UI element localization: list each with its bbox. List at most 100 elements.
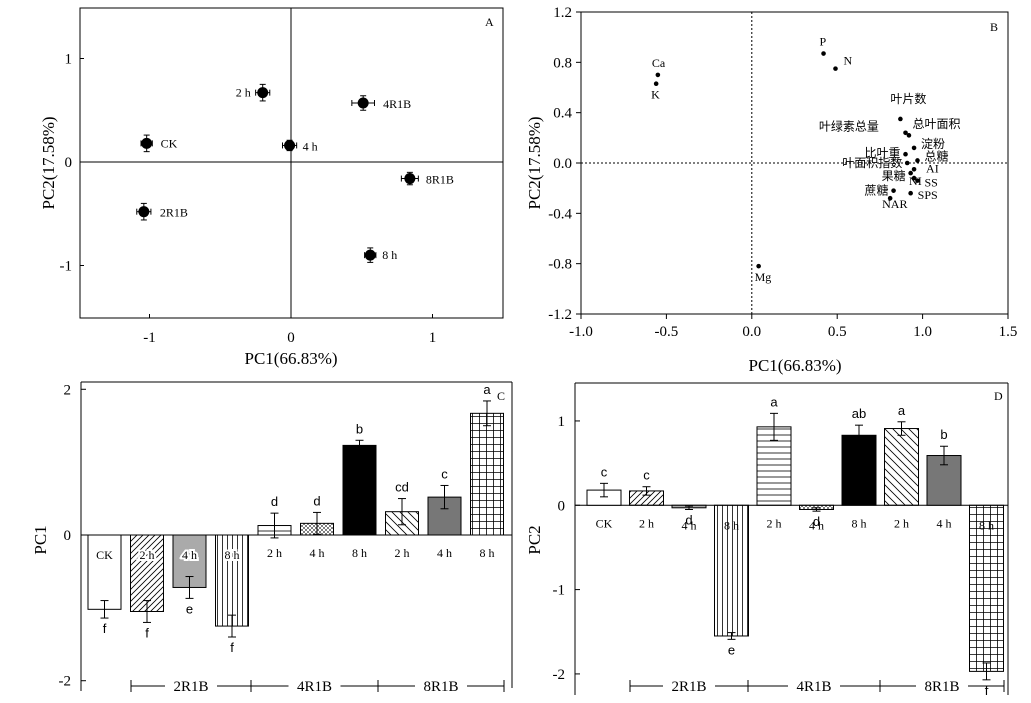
panel-a-point <box>138 206 150 218</box>
panel-b-y-tick-label: -0.4 <box>548 206 572 222</box>
panel-c-category-label: 2 h <box>267 546 282 560</box>
panel-c-category-label: 4 h <box>182 548 197 562</box>
panel-b: -1.0 -0.5 0.0 0.5 1.0 1.5 1.2 0.8 0.4 0.0 -0.4 -0.8… <box>525 5 1017 375</box>
panel-c-group-label-bg <box>415 676 467 696</box>
panel-a-point-label: 2R1B <box>160 206 188 220</box>
panel-a-x-label: PC1(66.83%) <box>244 349 337 368</box>
panel-a-point <box>141 137 153 149</box>
panel-c-category-label: 2 h <box>395 546 410 560</box>
panel-b-x-tick-label: -0.5 <box>655 324 679 340</box>
panel-b-point <box>756 263 761 269</box>
panel-d-group-label: 2R1B <box>671 679 706 695</box>
panel-b-x-tick-label: 0.0 <box>742 324 761 340</box>
panel-b-point <box>655 72 661 78</box>
panel-b-y-tick-label: 0.0 <box>553 156 572 172</box>
panel-c-letter: b <box>356 421 363 436</box>
panel-b-x-label: PC1(66.83%) <box>748 356 841 375</box>
panel-b-point <box>908 190 913 196</box>
panel-c-letter: e <box>186 601 193 616</box>
panel-c-bar <box>470 412 504 536</box>
panel-b-point-label: 果糖 <box>882 168 906 183</box>
panel-d-category-label: 2 h <box>639 516 654 530</box>
panel-c-category-label: 2 h <box>140 548 155 562</box>
panel-d-category-label: 2 h <box>894 516 909 530</box>
panel-a: -1 0 1 1 0 -1 PC1(66.83%) PC2(17.58%) A CK 2 h 4 h 4… <box>39 7 504 368</box>
panel-c-group-label: 2R1B <box>173 679 208 695</box>
panel-b-y-tick-label: -0.8 <box>548 257 572 273</box>
panel-c-group-label: 4R1B <box>297 679 332 695</box>
panel-d-letter: e <box>728 642 735 657</box>
panel-d-tag: D <box>994 389 1003 403</box>
panel-c-group-label-bg <box>165 676 217 696</box>
panel-a-y-tick-label: 1 <box>65 52 73 68</box>
panel-b-y-tick-label: 0.8 <box>553 55 572 71</box>
panel-d-group-label: 4R1B <box>796 679 831 695</box>
panel-b-x-tick-label: -1.0 <box>569 324 593 340</box>
panel-a-point-label: 4 h <box>303 139 318 153</box>
panel-a-point <box>404 173 416 185</box>
panel-a-x-tick-label: -1 <box>143 330 156 346</box>
panel-b-point-label: P <box>820 35 827 49</box>
panel-b-point <box>911 166 917 172</box>
panel-d-group-label-bg <box>663 676 715 696</box>
panel-a-point-label: CK <box>161 136 178 150</box>
panel-c-bar <box>130 534 164 612</box>
panel-c-category-label: 8 h <box>480 546 495 560</box>
panel-a-x-tick-label: 1 <box>429 330 437 346</box>
panel-d-bar <box>884 428 919 506</box>
panel-c-letter: cd <box>395 480 409 495</box>
panel-d-category-label: 4 h <box>937 516 952 530</box>
panel-a-point-label: 4R1B <box>383 97 411 111</box>
panel-b-point-label: AI <box>926 161 939 175</box>
panel-b-point <box>891 188 896 193</box>
panel-c-letter: d <box>313 493 320 508</box>
panel-c-y-tick-label: 2 <box>64 382 72 398</box>
panel-d-letter: c <box>643 468 650 483</box>
panel-d-bar <box>841 434 877 506</box>
panel-b-y-label: PC2(17.58%) <box>525 116 544 209</box>
panel-c-group-label: 8R1B <box>423 679 458 695</box>
panel-b-point <box>821 51 826 56</box>
panel-c-category-label: 8 h <box>225 548 240 562</box>
panel-a-y-tick-label: -1 <box>60 259 73 275</box>
panel-d-y-tick-label: 0 <box>558 498 566 514</box>
panel-c-y-tick-label: 0 <box>64 528 72 544</box>
panel-a-y-label: PC2(17.58%) <box>39 116 58 209</box>
panel-b-point-label: Ca <box>652 56 666 70</box>
panel-b-point <box>915 178 920 183</box>
panel-d-category-label: 8 h <box>724 518 739 532</box>
panel-b-point <box>906 133 912 138</box>
panel-c-letter: f <box>145 625 149 640</box>
panel-b-point-label: NAR <box>882 197 907 211</box>
panel-d-letter: b <box>940 427 947 442</box>
panel-d-category-label: CK <box>596 516 613 530</box>
panel-b-y-tick-label: 0.4 <box>553 106 572 122</box>
panel-b-point-label: SPS <box>918 188 938 202</box>
panel-a-point <box>284 139 296 151</box>
panel-d-group-label-bg <box>788 676 840 696</box>
panel-b-point-label: N <box>843 54 852 68</box>
panel-b-point <box>911 175 917 181</box>
panel-d-letter: d <box>813 514 820 529</box>
panel-a-point-label: 8R1B <box>426 173 454 187</box>
panel-c-category-label: 8 h <box>352 546 367 560</box>
panel-a-tag: A <box>485 15 494 29</box>
panel-c-letter: f <box>230 640 234 655</box>
panel-d-category-label: 8 h <box>979 518 994 532</box>
panel-b-tag: B <box>990 20 998 34</box>
panel-c-category-label: 4 h <box>310 546 325 560</box>
panel-b-x-tick-label: 0.5 <box>828 324 847 340</box>
panel-b-point-label: K <box>651 88 660 102</box>
panel-a-y-tick-label: 0 <box>65 155 73 171</box>
panel-b-point-label: 叶绿素总量 <box>819 118 879 133</box>
panel-b-point <box>908 170 913 176</box>
panel-b-point <box>833 66 838 71</box>
panel-b-point-label: 叶面积指数 <box>842 155 902 170</box>
panel-c-letter: f <box>103 621 107 636</box>
panel-b-point <box>653 81 659 87</box>
panel-a-point-label: 8 h <box>382 248 397 262</box>
panel-b-y-tick-label: -1.2 <box>548 307 572 323</box>
panel-b-x-tick-label: 1.0 <box>913 324 932 340</box>
